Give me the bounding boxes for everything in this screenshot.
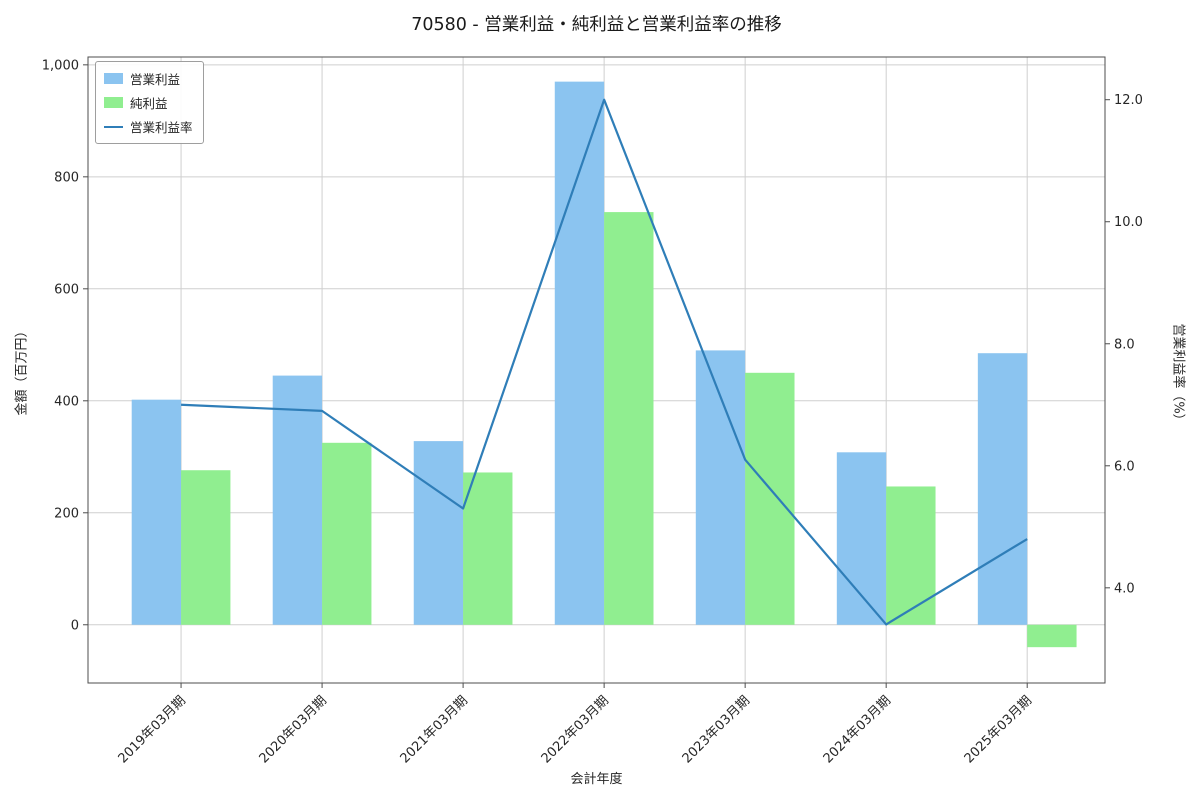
net-profit-bar bbox=[745, 372, 795, 625]
x-tick-label: 2025年03月期 bbox=[962, 693, 1035, 766]
x-tick-label: 2022年03月期 bbox=[539, 693, 612, 766]
x-tick-label: 2023年03月期 bbox=[680, 693, 753, 766]
net-profit-bar bbox=[1027, 624, 1077, 648]
operating-profit-bar bbox=[695, 350, 746, 625]
y-tick-label-left: 200 bbox=[54, 506, 79, 521]
operating-margin-line bbox=[181, 98, 1028, 626]
y-tick-label-right: 10.0 bbox=[1114, 215, 1143, 230]
net-profit-bar bbox=[463, 472, 513, 625]
legend-item-net-profit: 純利益 bbox=[104, 93, 193, 112]
operating-profit-swatch bbox=[104, 73, 123, 84]
operating-profit-bar bbox=[413, 441, 464, 625]
legend: 営業利益 純利益 営業利益率 bbox=[95, 61, 204, 144]
y-tick-label-right: 8.0 bbox=[1114, 337, 1135, 352]
net-profit-bar bbox=[886, 486, 936, 625]
operating-profit-bar bbox=[836, 452, 887, 625]
plot-frame bbox=[87, 56, 1106, 684]
y-tick-label-left: 600 bbox=[54, 282, 79, 297]
legend-item-operating-margin: 営業利益率 bbox=[104, 117, 193, 136]
y-axis-label-left: 金額（百万円） bbox=[14, 324, 30, 416]
x-tick-label: 2024年03月期 bbox=[821, 693, 894, 766]
y-tick-label-left: 800 bbox=[54, 170, 79, 185]
operating-profit-bar bbox=[272, 375, 323, 625]
net-profit-swatch bbox=[104, 97, 123, 108]
y-tick-label-left: 1,000 bbox=[42, 58, 79, 73]
y-tick-label-left: 400 bbox=[54, 394, 79, 409]
x-tick-label: 2019年03月期 bbox=[116, 693, 189, 766]
x-tick-label: 2020年03月期 bbox=[257, 693, 330, 766]
operating-profit-bar bbox=[554, 81, 605, 625]
y-tick-label-right: 12.0 bbox=[1114, 93, 1143, 108]
x-axis-label: 会計年度 bbox=[570, 772, 623, 787]
legend-label: 純利益 bbox=[130, 96, 168, 111]
operating-profit-bar bbox=[977, 353, 1028, 625]
net-profit-bar bbox=[322, 442, 372, 625]
y-tick-label-right: 4.0 bbox=[1114, 581, 1135, 596]
y-tick-label-right: 6.0 bbox=[1114, 459, 1135, 474]
net-profit-bar bbox=[181, 470, 231, 625]
chart-title: 70580 - 営業利益・純利益と営業利益率の推移 bbox=[411, 15, 782, 35]
legend-item-operating-profit: 営業利益 bbox=[104, 69, 193, 88]
y-axis-label-right: 営業利益率（%） bbox=[1170, 323, 1186, 427]
x-tick-label: 2021年03月期 bbox=[398, 693, 471, 766]
legend-label: 営業利益 bbox=[130, 72, 181, 87]
y-tick-label-left: 0 bbox=[71, 618, 79, 633]
net-profit-bar bbox=[604, 212, 654, 625]
operating-margin-line-swatch bbox=[104, 125, 123, 128]
operating-profit-bar bbox=[131, 399, 182, 625]
legend-label: 営業利益率 bbox=[130, 120, 193, 135]
